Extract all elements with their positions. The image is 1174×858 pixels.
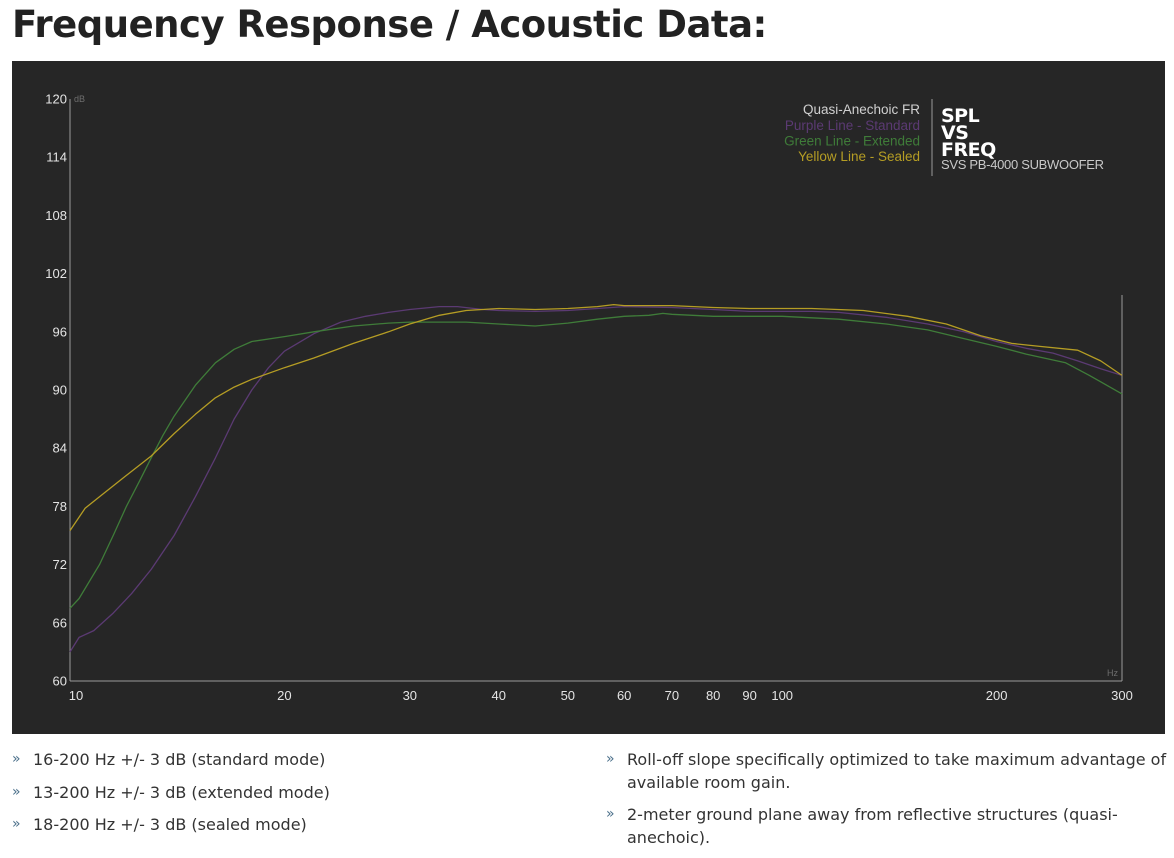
y-tick-label: 102: [45, 266, 67, 281]
x-tick-label: 90: [742, 688, 756, 703]
y-tick-label: 66: [53, 615, 67, 630]
frequency-response-chart: 60 66 72 78 84 90 96 102 108 114 120 10 20 30 40 50 60 70…: [12, 61, 1165, 734]
x-tick-label: 20: [277, 688, 291, 703]
double-chevron-right-icon: »: [12, 751, 21, 767]
brand-freq: FREQ: [941, 139, 996, 161]
spec-item-rolloff: » Roll-off slope specifically optimized t…: [606, 748, 1168, 794]
legend-item: Yellow Line - Sealed: [798, 149, 920, 164]
x-tick-label: 70: [665, 688, 679, 703]
y-tick-label: 78: [53, 499, 67, 514]
axes: 60 66 72 78 84 90 96 102 108 114 120 10 20 30 40 50 60 70…: [45, 92, 1133, 704]
x-tick-label: 40: [492, 688, 506, 703]
brand-subtitle: SVS PB-4000 SUBWOOFER: [941, 157, 1104, 172]
x-tick-label: 50: [561, 688, 575, 703]
x-tick-label: 100: [771, 688, 793, 703]
double-chevron-right-icon: »: [606, 806, 615, 822]
x-tick-label: 80: [706, 688, 720, 703]
x-tick-label: 30: [403, 688, 417, 703]
spec-item-sealed: » 18-200 Hz +/- 3 dB (sealed mode): [12, 813, 572, 846]
legend-item: Purple Line - Standard: [785, 118, 920, 133]
page-title: Frequency Response / Acoustic Data:: [12, 3, 767, 46]
y-tick-label: 108: [45, 208, 67, 223]
spec-item-ground-plane: » 2-meter ground plane away from reflect…: [606, 803, 1168, 849]
spec-text: 13-200 Hz +/- 3 dB (extended mode): [33, 782, 330, 802]
y-tick-label: 84: [53, 441, 67, 456]
y-axis-unit-label: dB: [74, 94, 85, 104]
series-line-purple: [69, 305, 1123, 653]
spec-text: 18-200 Hz +/- 3 dB (sealed mode): [33, 815, 307, 834]
brand-spl: SPL: [941, 105, 980, 127]
x-tick-label: 200: [986, 688, 1008, 703]
specs-list-left: » 16-200 Hz +/- 3 dB (standard mode) » 13-…: [12, 748, 572, 846]
double-chevron-right-icon: »: [12, 783, 21, 800]
x-tick-label: 60: [617, 688, 631, 703]
y-tick-label: 90: [53, 383, 67, 398]
x-axis-unit-label: Hz: [1107, 668, 1118, 678]
legend-item: Green Line - Extended: [784, 134, 920, 149]
series-line-green: [69, 312, 1123, 609]
y-tick-label: 120: [45, 92, 67, 107]
specs-list-right: » Roll-off slope specifically optimized t…: [606, 748, 1168, 858]
chart-svg: 60 66 72 78 84 90 96 102 108 114 120 10 20 30 40 50 60 70…: [45, 92, 1133, 704]
y-tick-label: 72: [53, 557, 67, 572]
series-line-yellow: [69, 303, 1123, 531]
y-tick-label: 114: [46, 150, 67, 165]
spec-text: 2-meter ground plane away from reflectiv…: [627, 805, 1118, 847]
spec-item-standard: » 16-200 Hz +/- 3 dB (standard mode): [12, 748, 572, 781]
legend: Quasi-Anechoic FR Purple Line - Standard…: [784, 102, 920, 164]
spec-item-extended: » 13-200 Hz +/- 3 dB (extended mode): [12, 781, 572, 814]
spec-text: Roll-off slope specifically optimized to…: [627, 750, 1167, 792]
brand-block: SPL VS FREQ SVS PB-4000 SUBWOOFER: [941, 105, 1104, 172]
brand-vs: VS: [941, 122, 968, 144]
x-tick-label: 300: [1111, 688, 1133, 703]
spec-text: 16-200 Hz +/- 3 dB (standard mode): [33, 750, 326, 769]
double-chevron-right-icon: »: [606, 751, 615, 767]
y-tick-label: 96: [53, 324, 67, 339]
x-tick-label: 10: [69, 688, 83, 703]
series-layer: [69, 303, 1123, 653]
y-tick-label: 60: [53, 674, 67, 689]
legend-header: Quasi-Anechoic FR: [803, 102, 920, 117]
double-chevron-right-icon: »: [12, 816, 21, 832]
